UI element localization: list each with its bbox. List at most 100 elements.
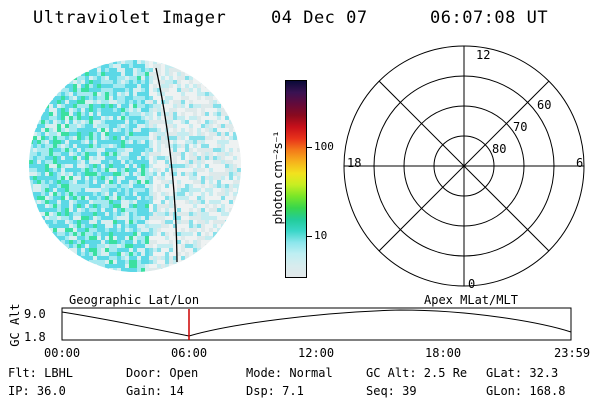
- disk-pixel: [205, 208, 209, 212]
- disk-pixel: [61, 116, 65, 120]
- disk-pixel: [113, 156, 117, 160]
- disk-pixel: [177, 96, 181, 100]
- disk-pixel: [153, 120, 157, 124]
- disk-pixel: [157, 84, 161, 88]
- disk-pixel: [197, 240, 201, 244]
- disk-pixel: [49, 112, 53, 116]
- disk-pixel: [65, 84, 69, 88]
- disk-pixel: [213, 152, 217, 156]
- disk-pixel: [93, 104, 97, 108]
- disk-pixel: [89, 220, 93, 224]
- disk-pixel: [213, 192, 217, 196]
- disk-pixel: [225, 216, 229, 220]
- disk-pixel: [201, 160, 205, 164]
- disk-pixel: [173, 188, 177, 192]
- disk-pixel: [89, 76, 93, 80]
- disk-pixel: [193, 144, 197, 148]
- disk-pixel: [53, 228, 57, 232]
- disk-pixel: [97, 136, 101, 140]
- disk-pixel: [125, 60, 129, 64]
- disk-pixel: [105, 208, 109, 212]
- disk-pixel: [181, 140, 185, 144]
- disk-pixel: [157, 124, 161, 128]
- disk-pixel: [153, 184, 157, 188]
- disk-pixel: [201, 232, 205, 236]
- disk-pixel: [117, 256, 121, 260]
- disk-pixel: [93, 244, 97, 248]
- disk-pixel: [145, 252, 149, 256]
- disk-pixel: [165, 84, 169, 88]
- disk-pixel: [229, 124, 233, 128]
- disk-pixel: [101, 244, 105, 248]
- disk-pixel: [189, 84, 193, 88]
- disk-pixel: [125, 64, 129, 68]
- disk-pixel: [133, 160, 137, 164]
- disk-pixel: [193, 88, 197, 92]
- disk-pixel: [81, 76, 85, 80]
- disk-pixel: [89, 96, 93, 100]
- disk-pixel: [201, 100, 205, 104]
- disk-pixel: [137, 156, 141, 160]
- disk-pixel: [205, 164, 209, 168]
- disk-pixel: [105, 148, 109, 152]
- disk-pixel: [133, 112, 137, 116]
- disk-pixel: [77, 200, 81, 204]
- disk-pixel: [81, 248, 85, 252]
- disk-pixel: [137, 172, 141, 176]
- disk-pixel: [133, 168, 137, 172]
- disk-pixel: [53, 144, 57, 148]
- disk-pixel: [189, 196, 193, 200]
- disk-pixel: [117, 124, 121, 128]
- disk-pixel: [77, 96, 81, 100]
- disk-pixel: [93, 172, 97, 176]
- disk-pixel: [205, 240, 209, 244]
- disk-pixel: [169, 68, 173, 72]
- disk-pixel: [109, 80, 113, 84]
- disk-pixel: [49, 100, 53, 104]
- disk-pixel: [237, 172, 241, 176]
- disk-pixel: [201, 148, 205, 152]
- disk-pixel: [153, 212, 157, 216]
- disk-pixel: [129, 260, 133, 264]
- disk-pixel: [129, 164, 133, 168]
- disk-pixel: [137, 164, 141, 168]
- disk-pixel: [181, 188, 185, 192]
- disk-pixel: [169, 136, 173, 140]
- disk-pixel: [73, 100, 77, 104]
- disk-pixel: [153, 200, 157, 204]
- disk-pixel: [197, 228, 201, 232]
- disk-pixel: [125, 264, 129, 268]
- disk-pixel: [145, 156, 149, 160]
- disk-pixel: [129, 84, 133, 88]
- disk-pixel: [129, 64, 133, 68]
- disk-pixel: [193, 156, 197, 160]
- disk-pixel: [45, 212, 49, 216]
- disk-pixel: [141, 112, 145, 116]
- disk-pixel: [225, 204, 229, 208]
- disk-pixel: [133, 188, 137, 192]
- disk-pixel: [93, 132, 97, 136]
- disk-pixel: [225, 156, 229, 160]
- disk-pixel: [117, 160, 121, 164]
- disk-pixel: [77, 248, 81, 252]
- disk-pixel: [69, 184, 73, 188]
- disk-pixel: [185, 156, 189, 160]
- disk-pixel: [85, 164, 89, 168]
- disk-pixel: [61, 92, 65, 96]
- disk-pixel: [109, 116, 113, 120]
- disk-pixel: [181, 96, 185, 100]
- disk-pixel: [125, 72, 129, 76]
- disk-pixel: [89, 192, 93, 196]
- disk-pixel: [185, 80, 189, 84]
- disk-pixel: [85, 144, 89, 148]
- disk-pixel: [217, 148, 221, 152]
- disk-pixel: [121, 104, 125, 108]
- disk-pixel: [185, 152, 189, 156]
- disk-pixel: [205, 92, 209, 96]
- disk-pixel: [169, 96, 173, 100]
- disk-pixel: [113, 164, 117, 168]
- disk-pixel: [129, 256, 133, 260]
- disk-pixel: [53, 160, 57, 164]
- disk-pixel: [49, 212, 53, 216]
- disk-pixel: [97, 192, 101, 196]
